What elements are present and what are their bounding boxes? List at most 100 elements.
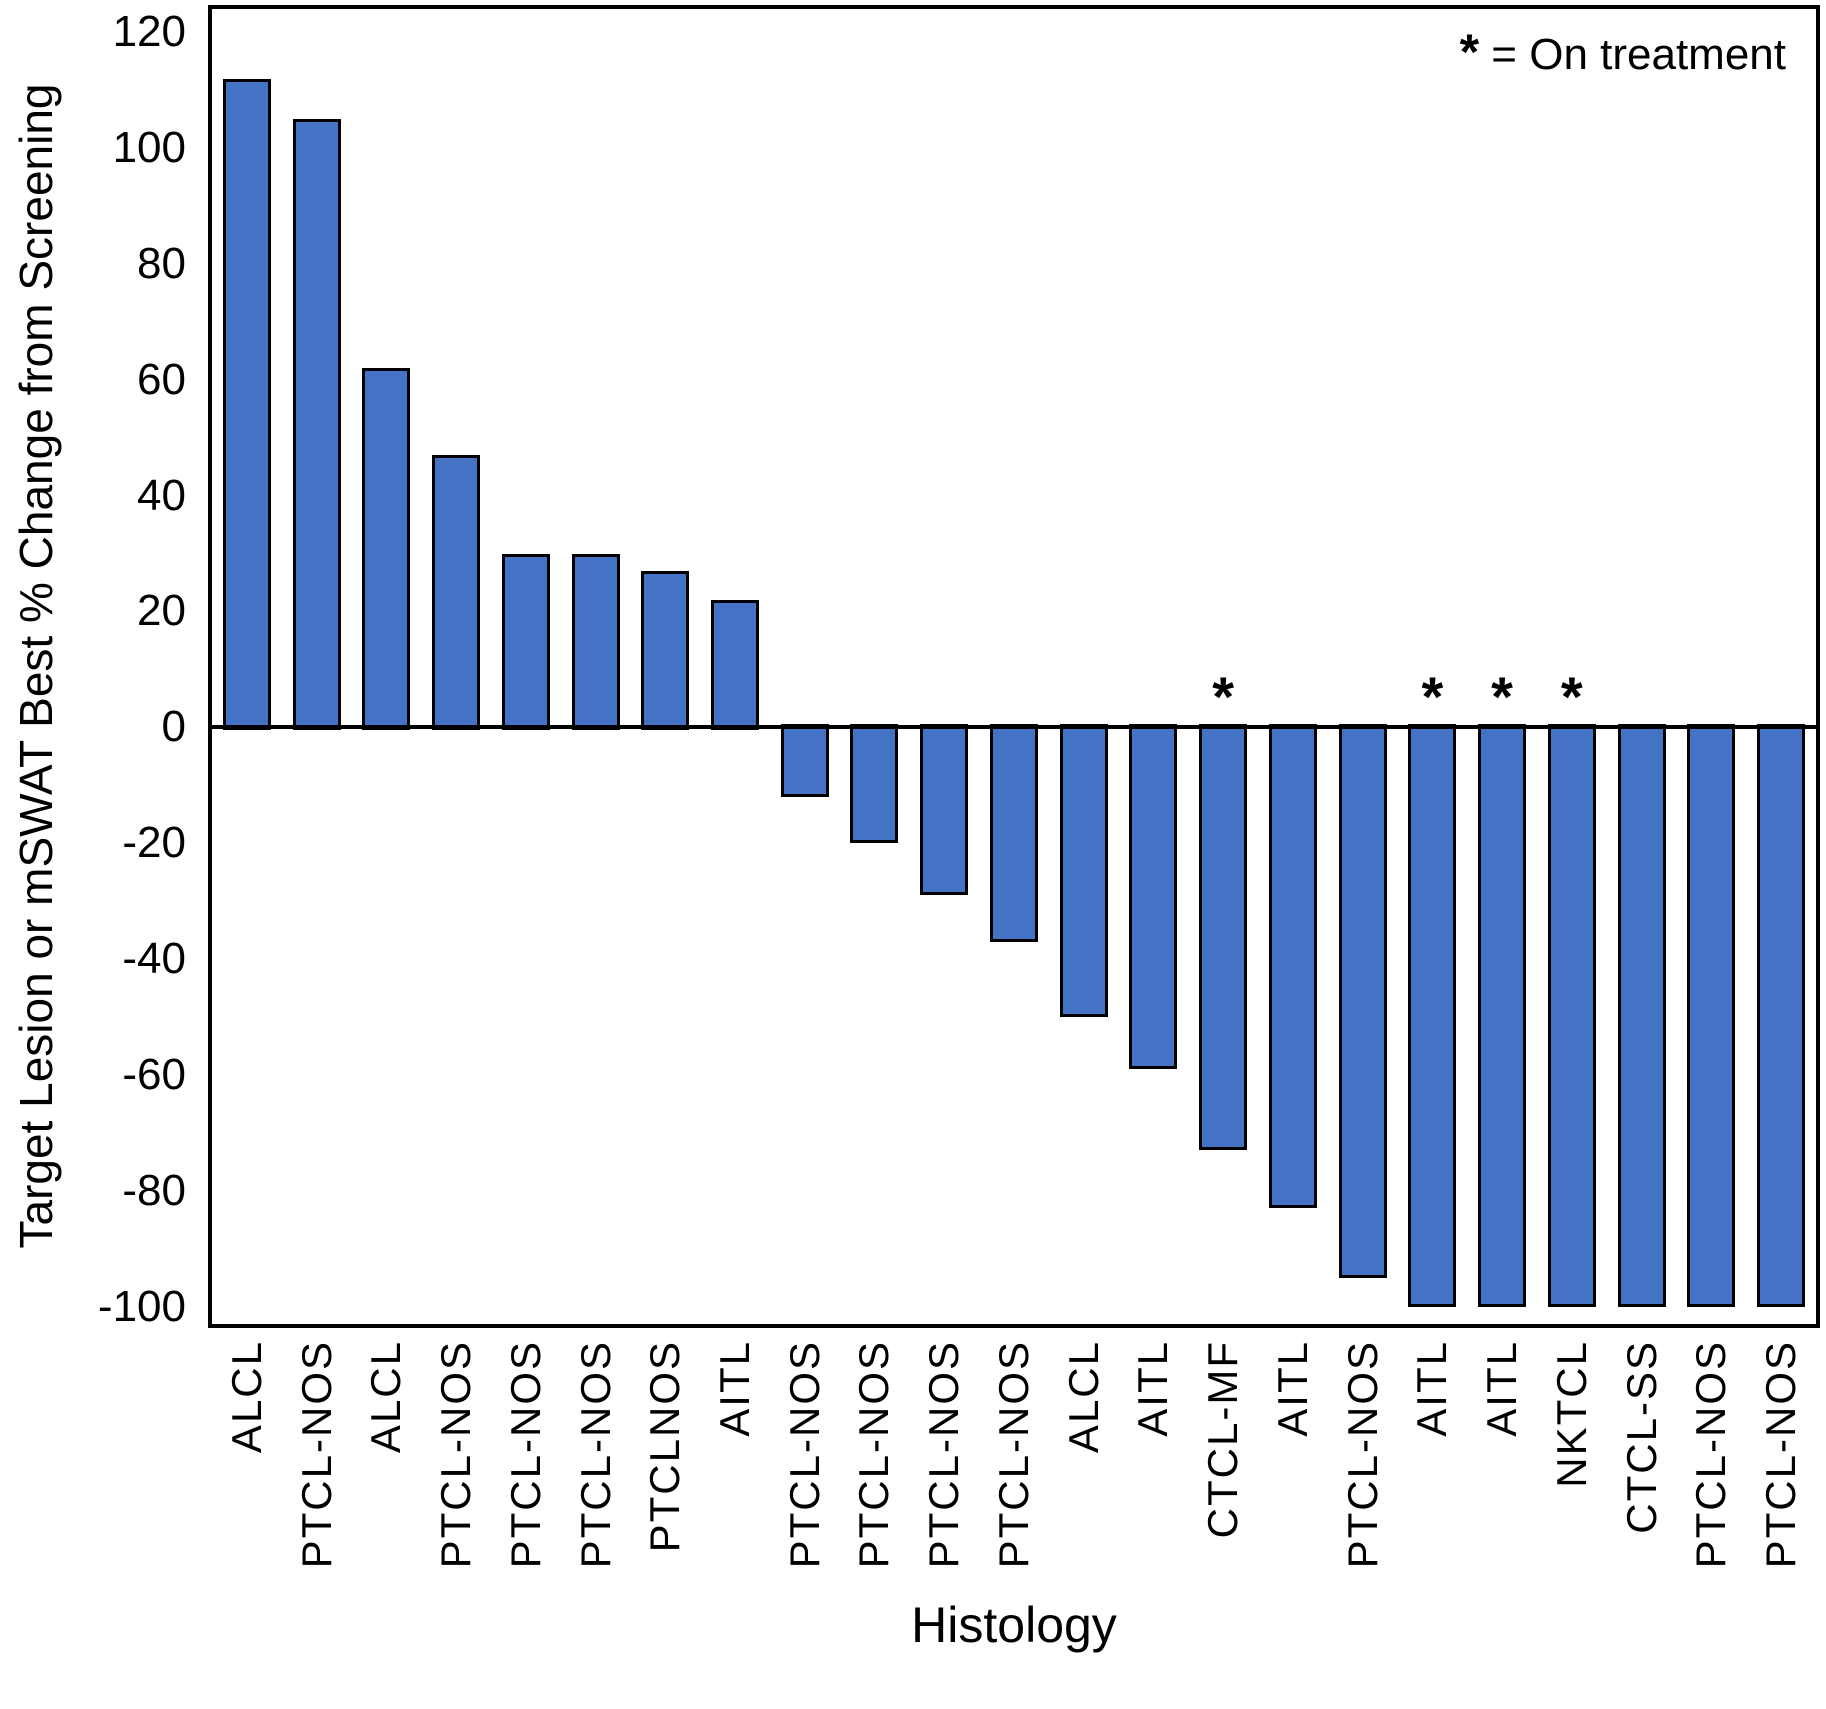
- bar: [1547, 724, 1596, 1307]
- x-tick-label: AITL: [1129, 1340, 1177, 1437]
- x-label-slot: PTCL-NOS: [909, 1340, 979, 1568]
- x-label-slot: PTCL-NOS: [840, 1340, 910, 1568]
- bar-slot: [421, 9, 491, 1324]
- x-tick-label: AITL: [711, 1340, 758, 1437]
- x-tick-label: PTCL-NOS: [292, 1340, 340, 1569]
- bar: [1199, 724, 1248, 1151]
- x-label-slot: ALCL: [351, 1340, 421, 1568]
- x-tick-label: NKTCL: [1547, 1340, 1595, 1488]
- y-tick-label: -20: [122, 818, 186, 868]
- bar-slot: *: [1467, 9, 1537, 1324]
- x-label-slot: AITL: [1119, 1340, 1189, 1568]
- bar-slot: *: [1397, 9, 1467, 1324]
- bar: [1757, 724, 1806, 1307]
- y-tick-label: 40: [137, 470, 186, 520]
- x-tick-label: AITL: [1268, 1340, 1316, 1437]
- bar: [1687, 724, 1736, 1307]
- bar-slot: [212, 9, 282, 1324]
- on-treatment-asterisk: *: [1212, 665, 1235, 729]
- legend-asterisk-icon: *: [1459, 24, 1480, 80]
- y-tick-label: -40: [122, 934, 186, 984]
- x-tick-label: PTCL-NOS: [780, 1340, 828, 1569]
- bar-slot: [700, 9, 770, 1324]
- x-tick-label: ALCL: [222, 1340, 270, 1454]
- bar: [571, 553, 620, 731]
- x-label-slot: PTCL-NOS: [491, 1340, 561, 1568]
- bar-slot: [770, 9, 840, 1324]
- x-tick-label: CTCL-SS: [1617, 1340, 1665, 1534]
- y-tick-label: 0: [161, 702, 186, 752]
- x-label-slot: PTCL-NOS: [421, 1340, 491, 1568]
- bar: [1408, 724, 1457, 1307]
- x-label-slot: PTCL-NOS: [561, 1340, 631, 1568]
- bar-slot: [1746, 9, 1816, 1324]
- bar: [501, 553, 550, 731]
- y-tick-label: 120: [112, 7, 186, 57]
- x-tick-label: AITL: [1408, 1340, 1456, 1437]
- x-label-slot: CTCL-MF: [1188, 1340, 1258, 1568]
- x-label-slot: AITL: [1467, 1340, 1537, 1568]
- bar: [850, 724, 899, 844]
- zero-baseline: [212, 725, 1816, 730]
- x-label-slot: PTCL-NOS: [770, 1340, 840, 1568]
- y-tick-label: -100: [97, 1281, 186, 1331]
- x-label-slot: ALCL: [1049, 1340, 1119, 1568]
- bar: [1059, 724, 1108, 1017]
- bar: [1338, 724, 1387, 1278]
- bar-slot: *: [1188, 9, 1258, 1324]
- bar-slot: [1119, 9, 1189, 1324]
- legend-text: = On treatment: [1491, 30, 1786, 79]
- y-tick-label: 20: [137, 586, 186, 636]
- bar: [222, 78, 271, 731]
- x-tick-label: PTCL-NOS: [1757, 1340, 1805, 1569]
- y-tick-label: -80: [122, 1165, 186, 1215]
- x-tick-label: PTCL-NOS: [571, 1340, 619, 1569]
- on-treatment-asterisk: *: [1491, 665, 1513, 729]
- bar: [1478, 724, 1527, 1307]
- bar-slot: [1258, 9, 1328, 1324]
- bar: [641, 570, 690, 731]
- bar: [292, 119, 341, 731]
- bar: [920, 724, 969, 896]
- x-tick-label: PTCL-NOS: [1338, 1340, 1386, 1569]
- x-tick-label: PTCL-NOS: [850, 1340, 898, 1569]
- y-tick-label: -60: [122, 1049, 186, 1099]
- x-tick-label: ALCL: [362, 1340, 410, 1454]
- x-label-slot: AITL: [1258, 1340, 1328, 1568]
- x-label-slot: PTCLNOS: [630, 1340, 700, 1568]
- bar: [989, 724, 1038, 942]
- x-tick-label: PTCL-NOS: [432, 1340, 480, 1569]
- bar-slot: [1049, 9, 1119, 1324]
- on-treatment-asterisk: *: [1560, 665, 1583, 729]
- y-axis-tick-labels: 120 100 80 60 40 20 0 -20 -40 -60 -80 -100: [0, 7, 196, 1328]
- y-tick-label: 100: [112, 123, 186, 173]
- x-label-slot: PTCL-NOS: [979, 1340, 1049, 1568]
- bar: [1617, 724, 1666, 1307]
- bar: [1268, 724, 1317, 1209]
- bar-slot: [909, 9, 979, 1324]
- bar: [432, 455, 481, 731]
- bar-slot: [630, 9, 700, 1324]
- x-label-slot: PTCL-NOS: [1746, 1340, 1816, 1568]
- x-label-slot: PTCL-NOS: [1328, 1340, 1398, 1568]
- bar: [1129, 724, 1178, 1070]
- x-label-slot: ALCL: [212, 1340, 282, 1568]
- bar-slot: [1676, 9, 1746, 1324]
- x-tick-label: AITL: [1478, 1340, 1526, 1437]
- bar-slot: [351, 9, 421, 1324]
- x-tick-label: PTCLNOS: [641, 1340, 689, 1553]
- x-tick-label: ALCL: [1059, 1340, 1107, 1454]
- bar-series: * * * *: [212, 9, 1816, 1324]
- x-tick-label: PTCL-NOS: [920, 1340, 968, 1569]
- bar-slot: [561, 9, 631, 1324]
- x-tick-label: CTCL-MF: [1199, 1340, 1247, 1539]
- legend: * = On treatment: [1460, 26, 1786, 81]
- x-label-slot: NKTCL: [1537, 1340, 1607, 1568]
- bar: [711, 599, 759, 731]
- x-tick-label: PTCL-NOS: [989, 1340, 1037, 1569]
- x-axis-title: Histology: [911, 1597, 1117, 1653]
- x-label-slot: AITL: [1397, 1340, 1467, 1568]
- bar-slot: [1607, 9, 1677, 1324]
- x-axis-tick-labels: ALCL PTCL-NOS ALCL PTCL-NOS PTCL-NOS PTCL-NOS…: [212, 1340, 1816, 1568]
- y-tick-label: 80: [137, 238, 186, 288]
